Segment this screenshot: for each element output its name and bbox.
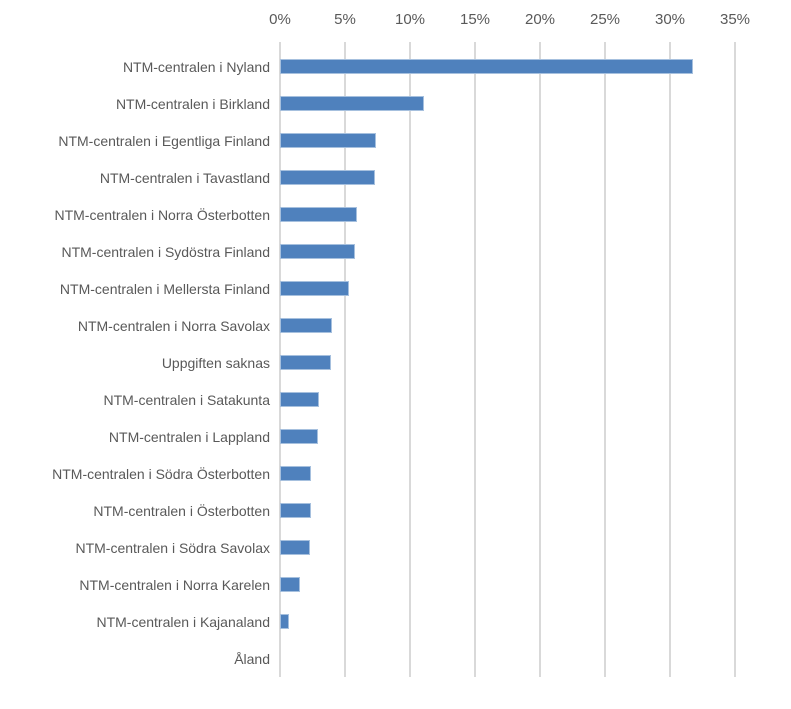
category-label: NTM-centralen i Österbotten <box>93 502 270 519</box>
bar <box>280 318 332 333</box>
x-axis-tick-label: 25% <box>589 11 621 28</box>
gridline <box>734 48 736 677</box>
category-label: NTM-centralen i Birkland <box>115 95 270 112</box>
category-label: NTM-centralen i Södra Österbotten <box>52 465 270 482</box>
bar <box>280 170 375 185</box>
x-axis-tick-label: 30% <box>654 11 686 28</box>
gridline <box>409 48 411 677</box>
x-axis-tick-mark <box>279 42 281 49</box>
bar <box>280 59 694 74</box>
gridline <box>604 48 606 677</box>
bar <box>280 503 312 518</box>
x-axis-tick-label: 0% <box>269 11 291 28</box>
x-axis-tick-mark <box>539 42 541 49</box>
category-label: Uppgiften saknas <box>161 354 270 371</box>
bar <box>280 429 318 444</box>
gridline <box>474 48 476 677</box>
category-label: NTM-centralen i Södra Savolax <box>75 539 270 556</box>
x-axis-tick-label: 20% <box>524 11 556 28</box>
category-label: NTM-centralen i Satakunta <box>103 391 270 408</box>
category-label: NTM-centralen i Norra Savolax <box>77 317 270 334</box>
bar <box>280 577 300 592</box>
bar <box>280 244 356 259</box>
x-axis-tick-label: 5% <box>334 11 356 28</box>
x-axis-tick-mark <box>734 42 736 49</box>
x-axis-tick-mark <box>409 42 411 49</box>
bar <box>280 207 357 222</box>
category-label: NTM-centralen i Norra Karelen <box>79 576 270 593</box>
category-axis: NTM-centralen i Nyland NTM-centralen i Bi… <box>0 48 270 677</box>
bar <box>280 133 377 148</box>
x-axis-tick-mark <box>474 42 476 49</box>
gridline <box>539 48 541 677</box>
bar <box>280 96 425 111</box>
bar <box>280 540 310 555</box>
x-axis-tick-mark <box>604 42 606 49</box>
bar <box>280 355 331 370</box>
category-label: NTM-centralen i Kajanaland <box>96 613 270 630</box>
category-label: NTM-centralen i Nyland <box>122 58 270 75</box>
x-axis-tick-mark <box>669 42 671 49</box>
x-axis-tick-label: 35% <box>719 11 751 28</box>
category-label: NTM-centralen i Norra Österbotten <box>54 206 270 223</box>
gridline <box>344 48 346 677</box>
bar <box>280 614 290 629</box>
category-label: NTM-centralen i Egentliga Finland <box>58 132 270 149</box>
category-label: Åland <box>234 650 270 667</box>
category-label: NTM-centralen i Lappland <box>108 428 270 445</box>
category-label: NTM-centralen i Tavastland <box>99 169 270 186</box>
gridline <box>669 48 671 677</box>
x-axis-tick-label: 10% <box>394 11 426 28</box>
category-label: NTM-centralen i Mellersta Finland <box>59 280 270 297</box>
bar <box>280 392 319 407</box>
bar <box>280 466 312 481</box>
category-label: NTM-centralen i Sydöstra Finland <box>61 243 270 260</box>
x-axis-tick-label: 15% <box>459 11 491 28</box>
bar <box>280 281 349 296</box>
x-axis-tick-mark <box>344 42 346 49</box>
plot-area <box>279 48 736 677</box>
